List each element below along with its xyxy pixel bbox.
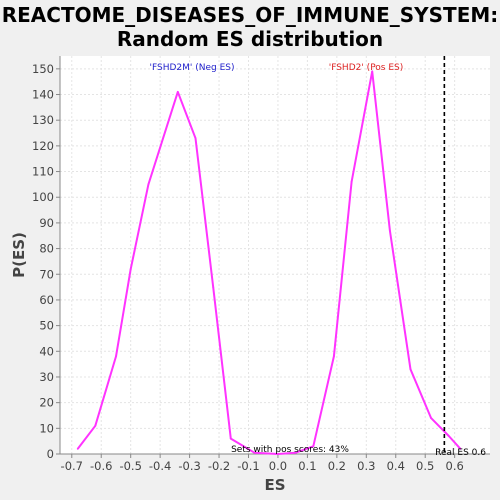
- series-group: [76, 70, 462, 455]
- y-tick-label: 110: [32, 165, 54, 179]
- y-tick-label: 70: [39, 267, 54, 281]
- data-point: [76, 448, 79, 450]
- x-tick-label: -0.3: [178, 459, 200, 473]
- chart-title-line1: REACTOME_DISEASES_OF_IMMUNE_SYSTEM:: [2, 3, 499, 27]
- y-tick-label: 140: [32, 88, 54, 102]
- y-tick-label: 10: [39, 421, 54, 435]
- data-point: [409, 368, 412, 371]
- y-tick-label: 130: [32, 113, 54, 127]
- x-tick-label: 0.4: [387, 459, 405, 473]
- real-es-annotation: Real ES 0.6: [435, 448, 486, 458]
- x-tick-label: 0.1: [298, 459, 316, 473]
- y-tick-label: 60: [39, 293, 54, 307]
- data-point: [350, 180, 353, 183]
- chart-title-line2: Random ES distribution: [117, 27, 383, 51]
- data-point: [176, 91, 179, 93]
- x-tick-label: -0.6: [90, 459, 112, 473]
- y-tick-label: 150: [32, 62, 54, 76]
- x-tick-label: -0.2: [208, 459, 230, 473]
- y-tick-label: 120: [32, 139, 54, 153]
- data-point: [459, 448, 462, 450]
- data-point: [212, 286, 215, 288]
- x-axis-label: ES: [264, 476, 285, 494]
- y-tick-label: 80: [39, 242, 54, 256]
- pos-es-label: 'FSHD2' (Pos ES): [329, 63, 404, 73]
- data-point: [229, 437, 232, 440]
- y-tick-label: 100: [32, 190, 54, 204]
- data-point: [333, 355, 335, 358]
- y-tick-label: 30: [39, 370, 54, 384]
- y-tick-label: 90: [39, 216, 54, 230]
- neg-es-label: 'FSHD2M' (Neg ES): [150, 63, 235, 73]
- plot-area: [60, 56, 490, 454]
- data-point: [389, 229, 391, 232]
- data-point: [312, 445, 315, 448]
- x-tick-label: -0.1: [237, 459, 259, 473]
- y-tick-label: 20: [39, 396, 54, 410]
- data-point: [447, 435, 450, 437]
- data-point: [371, 70, 374, 73]
- x-tick-label: 0.0: [269, 459, 287, 473]
- data-point: [129, 268, 132, 270]
- data-point: [294, 451, 297, 454]
- x-tick-label: -0.7: [61, 459, 83, 473]
- x-tick-label: 0.5: [416, 459, 434, 473]
- pos-scores-annotation: Sets with pos scores: 43%: [231, 445, 349, 455]
- y-axis-label: P(ES): [10, 232, 28, 278]
- x-tick-label: 0.2: [328, 459, 346, 473]
- x-axis-ticks: -0.7 -0.6 -0.5 -0.4 -0.3 -0.2 -0.1 0.0 0.1 0.2 0.3…: [61, 454, 464, 473]
- x-tick-label: 0.6: [446, 459, 464, 473]
- x-tick-label: -0.5: [119, 459, 141, 473]
- y-tick-label: 0: [47, 447, 54, 461]
- y-tick-label: 50: [39, 319, 54, 333]
- data-point: [194, 137, 197, 140]
- x-tick-label: -0.4: [149, 459, 171, 473]
- y-axis-ticks: 0 10 20 30 40 50 60 70 80 90 100 110 120 130 140 150: [32, 62, 60, 461]
- data-point: [253, 451, 256, 454]
- data-point: [94, 424, 97, 427]
- data-point: [277, 453, 279, 455]
- data-point: [115, 355, 117, 358]
- y-tick-label: 40: [39, 344, 54, 358]
- x-tick-label: 0.3: [357, 459, 375, 473]
- data-point: [147, 183, 150, 186]
- data-point: [430, 417, 432, 419]
